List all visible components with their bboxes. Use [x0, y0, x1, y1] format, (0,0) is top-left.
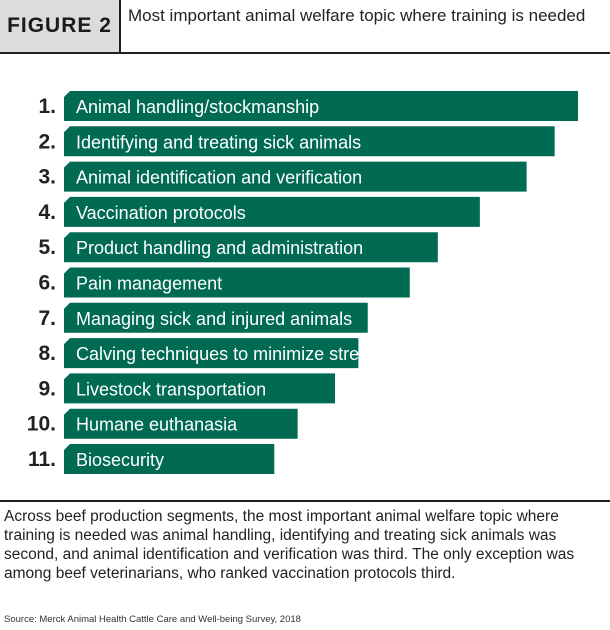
bar [64, 338, 359, 369]
category-label: Livestock transportation [76, 379, 266, 399]
category-label: Humane euthanasia [76, 415, 238, 435]
category-label: Product handling and administration [76, 238, 363, 258]
category-label: Vaccination protocols [76, 203, 246, 223]
source-note: Source: Merck Animal Health Cattle Care … [4, 614, 301, 625]
rank-label: 8. [38, 342, 56, 365]
bar [64, 161, 527, 192]
category-label: Calving techniques to minimize stress [76, 344, 377, 364]
bar [64, 267, 410, 298]
bar [64, 302, 368, 333]
category-label: Managing sick and injured animals [76, 309, 352, 329]
category-label: Animal handling/stockmanship [76, 97, 319, 117]
rank-label: 9. [38, 377, 56, 400]
rank-label: 11. [28, 448, 56, 471]
bar [64, 232, 438, 263]
caption: Across beef production segments, the mos… [4, 508, 575, 582]
rank-label: 5. [38, 236, 56, 259]
rank-label: 2. [38, 130, 56, 153]
category-label: Pain management [76, 274, 222, 294]
bar [64, 91, 578, 121]
rank-label: 3. [38, 166, 56, 189]
figure-header: FIGURE 2 Most important animal welfare t… [0, 0, 610, 54]
bar [64, 408, 298, 439]
rank-label: 4. [38, 201, 56, 224]
bar [64, 126, 555, 157]
category-label: Biosecurity [76, 450, 164, 470]
ranked-bar-chart: 1. Animal handling/stockmanship 2. Identify… [27, 91, 578, 474]
bar [64, 444, 275, 474]
figure-label: FIGURE 2 [0, 0, 121, 52]
bar [64, 196, 480, 227]
rank-label: 6. [38, 272, 56, 295]
bar [64, 373, 336, 404]
divider [0, 500, 610, 502]
figure-title: Most important animal welfare topic wher… [128, 6, 586, 25]
category-label: Animal identification and verification [76, 168, 362, 188]
rank-label: 1. [38, 95, 56, 118]
rank-label: 10. [27, 413, 56, 436]
category-label: Identifying and treating sick animals [76, 132, 361, 152]
rank-label: 7. [38, 307, 56, 330]
